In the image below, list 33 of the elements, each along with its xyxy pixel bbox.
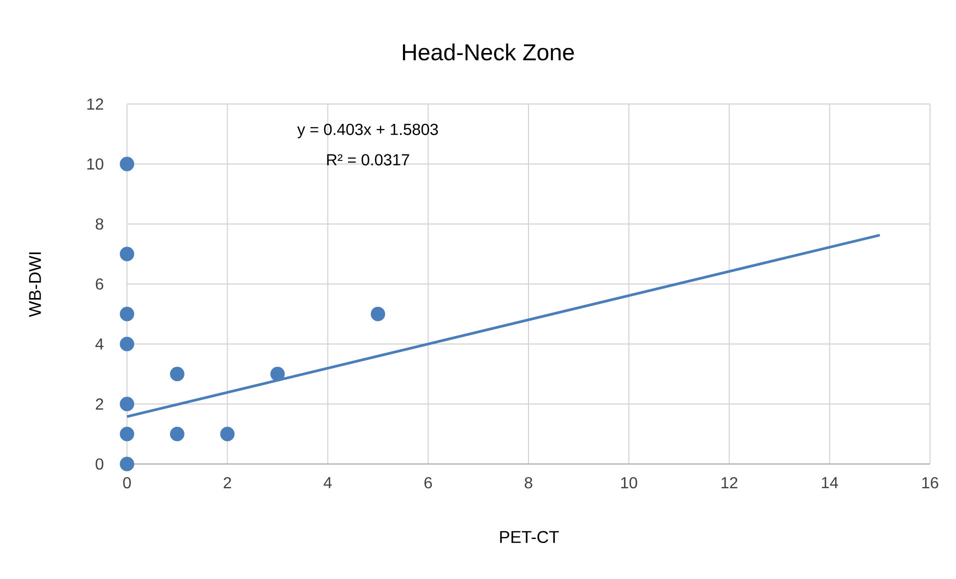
x-tick-label: 4 <box>324 477 332 488</box>
y-tick-label: 2 <box>96 398 104 410</box>
point <box>120 246 134 262</box>
point <box>120 336 134 352</box>
point <box>120 456 134 472</box>
x-tick-label: 16 <box>922 477 938 488</box>
x-tick-label: 14 <box>822 477 838 488</box>
y-tick-label: 0 <box>96 458 104 470</box>
y-tick-label: 8 <box>96 218 104 230</box>
x-tick-label: 12 <box>722 477 738 488</box>
y-axis-title: WB-DWI <box>29 252 41 317</box>
x-tick-label: 6 <box>424 477 432 488</box>
y-tick-label: 12 <box>87 98 104 110</box>
annotation: y = 0.403x + 1.5803 <box>297 124 438 138</box>
chart-title: Head-Neck Zone <box>402 44 574 60</box>
point <box>370 306 386 322</box>
point <box>170 426 184 442</box>
point <box>270 366 285 382</box>
y-tick-label: 4 <box>95 338 104 350</box>
point <box>120 426 134 442</box>
point <box>120 306 134 322</box>
x-axis-title: PET-CT <box>500 530 559 544</box>
annotation: R² = 0.0317 <box>327 154 410 166</box>
x-tick-label: 10 <box>621 477 638 488</box>
y-tick-label: 6 <box>96 278 104 290</box>
x-tick-label: 0 <box>123 477 131 488</box>
point <box>120 396 134 412</box>
x-tick-label: 2 <box>224 477 232 488</box>
point <box>170 366 184 382</box>
x-tick-label: 8 <box>524 477 532 488</box>
point <box>220 426 235 442</box>
point <box>120 156 134 172</box>
y-tick-label: 10 <box>87 158 104 170</box>
